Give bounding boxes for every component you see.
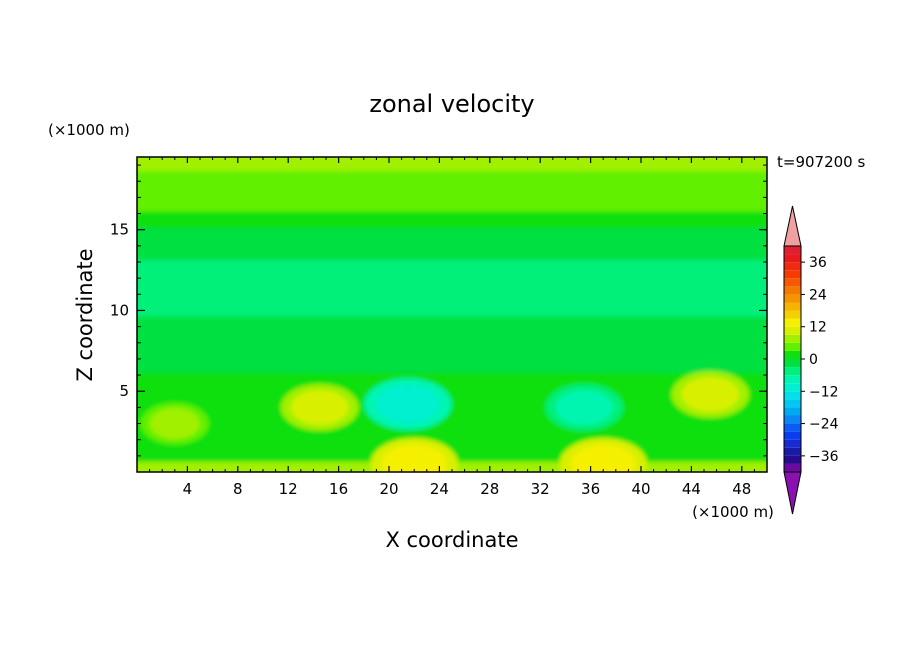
x-tick-label: 8 — [233, 480, 243, 498]
colorbar-swatch — [784, 383, 801, 392]
contour-band — [137, 227, 767, 264]
colorbar-swatch — [784, 463, 801, 472]
contour-band — [137, 171, 767, 216]
x-tick-label: 16 — [329, 480, 348, 498]
contour-feature — [570, 444, 636, 472]
colorbar-tick-label: 0 — [809, 352, 818, 368]
colorbar-swatch — [784, 415, 801, 424]
contour-bands — [137, 157, 767, 472]
contour-field — [137, 157, 767, 472]
colorbar-swatch — [784, 254, 801, 263]
chart-title: zonal velocity — [369, 90, 534, 118]
contour-band — [137, 157, 767, 176]
contour-feature — [149, 407, 200, 440]
colorbar-swatch — [784, 431, 801, 440]
colorbar-tick-label: −12 — [809, 384, 839, 400]
colorbar-swatch — [784, 334, 801, 343]
contour-band — [137, 316, 767, 378]
x-tick-label: 32 — [531, 480, 550, 498]
colorbar-under-arrow — [783, 471, 802, 515]
colorbar-swatch — [784, 278, 801, 287]
colorbar-tick-label: −24 — [809, 417, 839, 433]
x-tick-label: 48 — [732, 480, 751, 498]
contour-feature — [290, 389, 349, 425]
colorbar-swatch — [784, 318, 801, 327]
colorbar-swatch — [784, 270, 801, 279]
colorbar-swatch — [784, 262, 801, 271]
x-tick-label: 4 — [183, 480, 193, 498]
colorbar-swatch — [784, 391, 801, 400]
contour-feature — [555, 389, 614, 425]
colorbar-swatch — [784, 302, 801, 311]
colorbar-swatch — [784, 350, 801, 359]
colorbar-tick-label: 12 — [809, 320, 827, 336]
contour-feature — [375, 384, 441, 424]
time-label: t=907200 s — [777, 153, 865, 171]
colorbar-swatch — [784, 359, 801, 368]
x-tick-label: 28 — [480, 480, 499, 498]
contour-feature — [381, 444, 447, 472]
x-tick-label: 40 — [631, 480, 650, 498]
colorbar-tick-label: −36 — [809, 449, 839, 465]
colorbar-swatch — [784, 447, 801, 456]
colorbar-swatch — [784, 367, 801, 376]
colorbar-swatch — [784, 439, 801, 448]
colorbar-tick-label: 24 — [809, 287, 827, 303]
y-unit-label: (×1000 m) — [48, 121, 130, 139]
colorbar-swatch — [784, 423, 801, 432]
colorbar-swatch — [784, 399, 801, 408]
x-axis-label: X coordinate — [385, 528, 518, 552]
x-unit-label: (×1000 m) — [692, 503, 774, 521]
colorbar-swatch — [784, 375, 801, 384]
x-tick-label: 44 — [682, 480, 701, 498]
colorbar-swatch — [784, 246, 801, 255]
colorbar-swatch — [784, 407, 801, 416]
y-tick-label: 10 — [110, 301, 129, 319]
contour-feature — [681, 377, 740, 412]
contour-band — [137, 260, 767, 321]
y-tick-label: 5 — [119, 382, 129, 400]
y-axis: 5 10 15 — [110, 164, 767, 457]
colorbar-swatch — [784, 326, 801, 335]
colorbar-over-arrow — [783, 205, 802, 247]
y-axis-label: Z coordinate — [73, 248, 97, 381]
colorbar-swatch — [784, 294, 801, 303]
x-tick-label: 12 — [279, 480, 298, 498]
contour-band — [137, 211, 767, 232]
colorbar-swatch — [784, 455, 801, 464]
x-tick-label: 24 — [430, 480, 449, 498]
colorbar-swatch — [784, 342, 801, 351]
x-tick-label: 20 — [379, 480, 398, 498]
x-axis: 4 8 12 16 20 24 28 32 36 40 44 48 — [149, 157, 755, 498]
y-tick-label: 15 — [110, 221, 129, 239]
contour-band — [137, 373, 767, 466]
x-tick-label: 36 — [581, 480, 600, 498]
colorbar-swatch — [784, 286, 801, 295]
colorbar-tick-label: 36 — [809, 255, 827, 271]
colorbar: 36 24 12 0 −12 −24 −36 — [783, 205, 839, 515]
colorbar-swatch — [784, 310, 801, 319]
